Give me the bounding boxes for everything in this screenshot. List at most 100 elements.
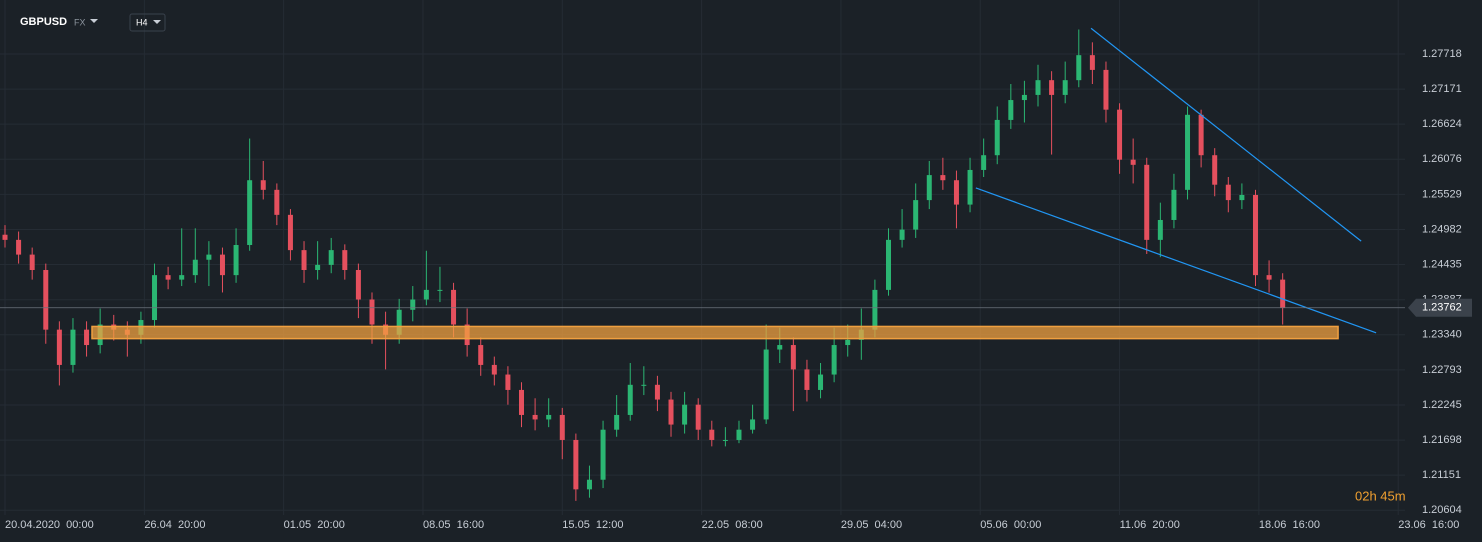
x-tick-label: 29.05 04:00 — [841, 519, 902, 531]
support-zone — [91, 325, 1339, 340]
candle-body — [1076, 55, 1082, 81]
candle-body — [913, 200, 919, 230]
candle-body — [247, 180, 253, 245]
candle-body — [287, 214, 293, 251]
candle-body — [410, 299, 416, 310]
x-tick-label: 08.05 16:00 — [423, 519, 484, 531]
y-tick-label: 1.24982 — [1422, 223, 1462, 235]
y-tick-label: 1.21698 — [1422, 434, 1462, 446]
candle-body — [750, 419, 756, 430]
candle-body — [682, 404, 688, 425]
candle-body — [233, 244, 239, 276]
candle-body — [804, 369, 810, 390]
candle-body — [1144, 164, 1150, 240]
candle-body — [940, 175, 946, 181]
candle-body — [29, 254, 35, 271]
x-tick-label: 20.04.2020 00:00 — [5, 519, 94, 531]
candle-body — [981, 155, 987, 170]
candle-body — [654, 384, 660, 400]
candle-body — [165, 275, 171, 280]
candle-body — [600, 429, 606, 480]
candle-body — [573, 439, 579, 490]
candle-body — [1157, 219, 1163, 240]
x-tick-label: 22.05 08:00 — [702, 519, 763, 531]
candle-body — [709, 429, 715, 440]
candle-body — [777, 345, 783, 350]
candle-body — [559, 414, 565, 440]
candle-body — [1225, 184, 1231, 201]
trendline — [975, 187, 1377, 334]
x-tick-label: 18.06 16:00 — [1259, 519, 1320, 531]
candle-body — [627, 384, 633, 415]
candle-body — [301, 250, 307, 271]
candle-body — [614, 414, 620, 430]
candle-body — [179, 275, 185, 280]
candle-body — [491, 364, 497, 375]
y-tick-label: 1.26076 — [1422, 153, 1462, 165]
candle-body — [1049, 80, 1055, 95]
x-tick-label: 05.06 00:00 — [980, 519, 1041, 531]
timeframe-box[interactable] — [129, 13, 166, 32]
candle-body — [315, 264, 321, 271]
candle-body — [532, 414, 538, 420]
candle-body — [206, 254, 212, 260]
candle-body — [926, 175, 932, 201]
symbol: GBPUSD — [20, 16, 67, 28]
candle-body — [1062, 80, 1068, 95]
y-tick-label: 1.26624 — [1422, 118, 1462, 130]
candle-body — [274, 189, 280, 215]
candle-body — [505, 374, 511, 390]
dropdown-arrow[interactable] — [153, 20, 161, 24]
x-tick-label: 23.06 16:00 — [1398, 519, 1459, 531]
candle-body — [641, 384, 647, 386]
dropdown-arrow[interactable] — [90, 19, 98, 23]
candle-body — [70, 329, 76, 365]
y-tick-label: 1.27718 — [1422, 48, 1462, 60]
y-tick-label: 1.22793 — [1422, 364, 1462, 376]
candle-body — [790, 345, 796, 370]
candle-body — [1198, 114, 1204, 156]
last-price-label: 1.23762 — [1422, 302, 1462, 314]
candle-body — [437, 289, 443, 291]
candle-body — [451, 289, 457, 325]
candle-body — [16, 239, 22, 255]
candle-body — [967, 169, 973, 205]
market[interactable]: FX — [74, 17, 86, 27]
y-tick-label: 1.22245 — [1422, 399, 1462, 411]
candle-body — [2, 234, 8, 240]
candle-body — [586, 479, 592, 490]
candle-body — [260, 180, 266, 190]
candle-body — [478, 345, 484, 365]
y-tick-label: 1.27171 — [1422, 83, 1462, 95]
candle-body — [1130, 159, 1136, 165]
candle-body — [1021, 94, 1027, 101]
candle-body — [1212, 155, 1218, 185]
candle-body — [1035, 80, 1041, 95]
candle-body — [546, 414, 552, 420]
candle-body — [84, 329, 90, 346]
candle-body — [763, 349, 769, 420]
last-price-box — [1408, 298, 1472, 317]
countdown: 02h 45m — [1355, 488, 1406, 503]
candle-body — [722, 439, 728, 441]
candle-body — [1117, 109, 1123, 160]
y-tick-label: 1.21151 — [1422, 469, 1461, 481]
candle-body — [994, 119, 1000, 156]
timeframe[interactable]: H4 — [136, 17, 148, 27]
x-tick-label: 01.05 20:00 — [284, 519, 345, 531]
candle-body — [519, 389, 525, 415]
candle-body — [885, 239, 891, 290]
candle-body — [355, 270, 361, 300]
y-tick-label: 1.20604 — [1422, 504, 1462, 516]
x-tick-label: 26.04 20:00 — [144, 519, 205, 531]
candle-body — [1089, 55, 1095, 70]
y-tick-label: 1.23340 — [1422, 329, 1462, 341]
candle-body — [219, 254, 225, 276]
y-tick-label: 1.24435 — [1422, 258, 1462, 270]
candle-body — [1252, 194, 1258, 276]
candle-body — [1239, 194, 1245, 201]
candle-body — [845, 339, 851, 346]
candle-body — [668, 399, 674, 425]
candle-body — [1185, 114, 1191, 190]
